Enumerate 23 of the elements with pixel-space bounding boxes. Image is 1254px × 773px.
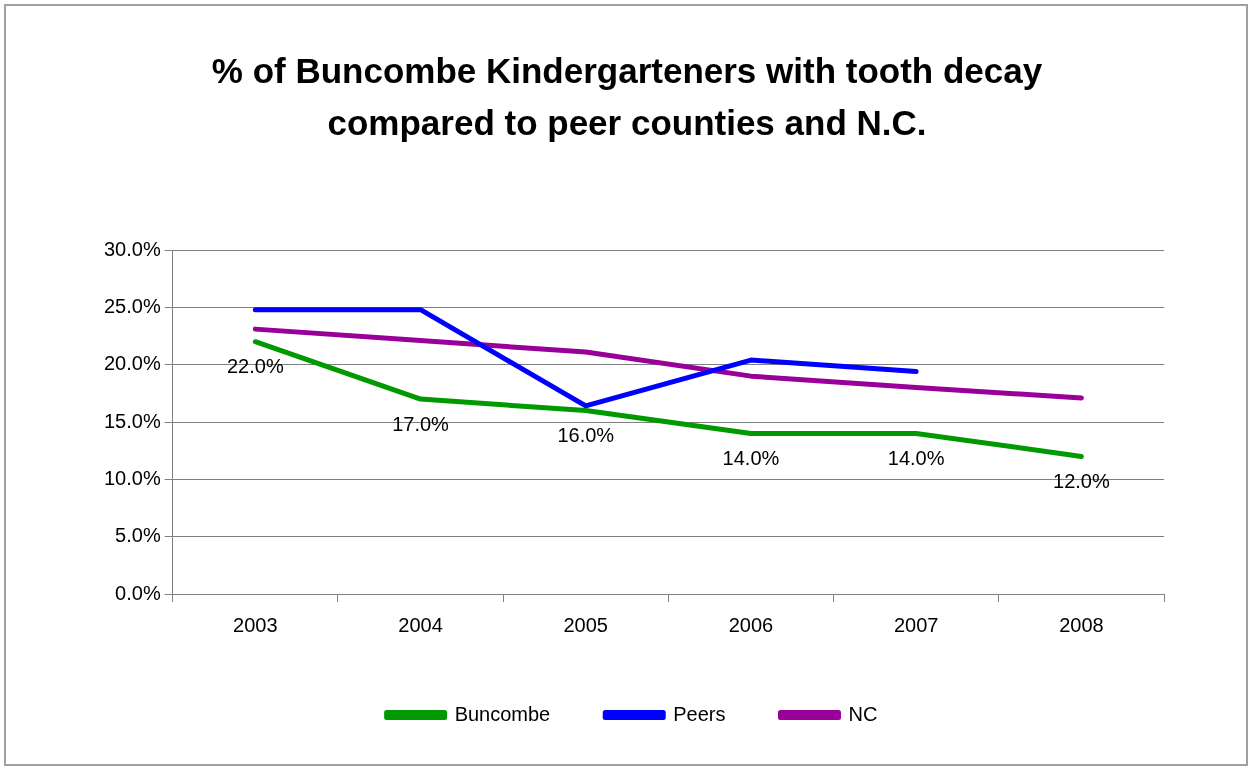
x-tick-label: 2003 <box>233 613 278 636</box>
x-tick-label: 2006 <box>728 613 774 636</box>
chart-title: % of Buncombe Kindergarteners with tooth decay compared to peer counties and N.C. <box>210 50 1044 144</box>
legend-label: Peers <box>673 702 726 725</box>
data-label: 12.0% <box>1053 469 1110 492</box>
y-tick-label: 15.0% <box>103 409 161 432</box>
data-label: 22.0% <box>226 355 284 378</box>
data-label: 14.0% <box>887 446 945 469</box>
y-tick-label: 10.0% <box>103 466 161 489</box>
y-tick-label: 20.0% <box>103 352 161 375</box>
legend-label: NC <box>848 702 878 725</box>
x-tick-label: 2008 <box>1059 613 1104 636</box>
x-tick-label: 2004 <box>398 613 443 636</box>
x-tick-label: 2005 <box>563 613 608 636</box>
data-label: 16.0% <box>557 424 615 447</box>
x-tick-label: 2007 <box>893 613 939 636</box>
legend-label: Buncombe <box>454 702 551 725</box>
data-label: 14.0% <box>722 446 780 469</box>
data-label: 17.0% <box>392 412 450 435</box>
y-tick-label: 0.0% <box>115 581 161 604</box>
y-tick-label: 5.0% <box>115 524 161 547</box>
y-tick-label: 25.0% <box>103 294 161 317</box>
y-tick-label: 30.0% <box>103 237 161 260</box>
